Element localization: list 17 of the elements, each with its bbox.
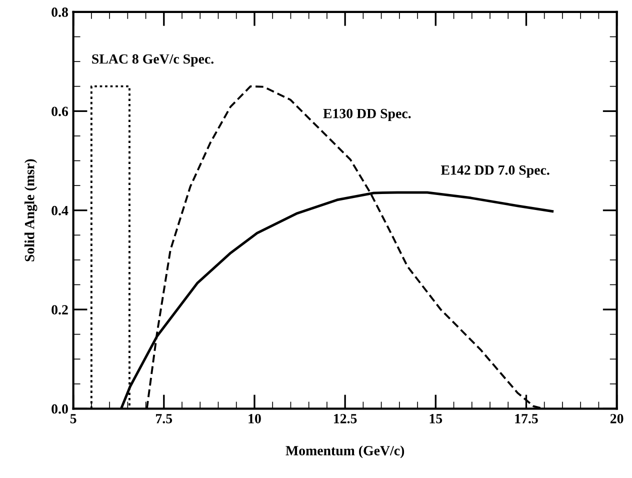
- x-axis-title: Momentum (GeV/c): [286, 446, 404, 458]
- x-tick-label: 5: [70, 414, 76, 424]
- x-tick-label: 7.5: [156, 414, 172, 424]
- x-tick-label: 20: [610, 414, 624, 424]
- series-label: E142 DD 7.0 Spec.: [440, 165, 550, 178]
- x-tick-label: 17.5: [515, 414, 538, 424]
- x-tick-label: 15: [430, 414, 442, 424]
- series-label: SLAC 8 GeV/c Spec.: [92, 54, 214, 66]
- y-tick-label: 0.2: [52, 305, 68, 315]
- y-tick-label: 0.0: [52, 404, 68, 414]
- x-tick-label: 12.5: [334, 414, 357, 424]
- x-tick-label: 10: [248, 414, 261, 424]
- y-axis-title: Solid Angle (msr): [24, 159, 38, 262]
- y-tick-label: 0.8: [52, 8, 68, 17]
- series-label: E130 DD Spec.: [323, 108, 411, 122]
- y-tick-label: 0.6: [52, 106, 68, 116]
- y-tick-label: 0.4: [52, 206, 68, 216]
